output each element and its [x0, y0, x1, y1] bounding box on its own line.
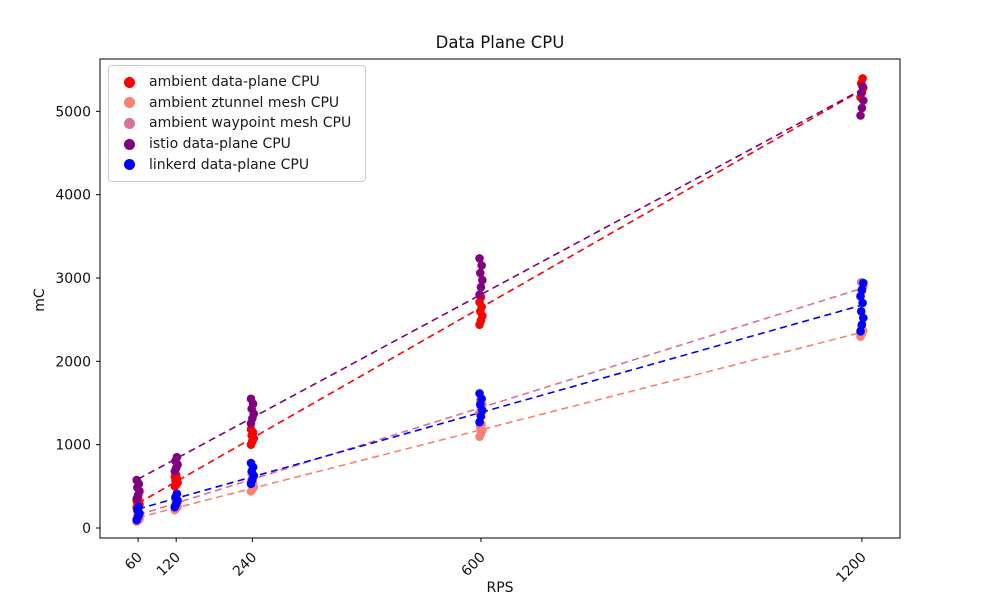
legend-item-5: linkerd data-plane CPU — [117, 154, 351, 175]
data-point — [856, 88, 866, 98]
y-tick-label: 3000 — [55, 271, 91, 287]
legend-marker-icon — [124, 76, 135, 88]
y-tick-label: 1000 — [55, 438, 91, 454]
x-tick-label: 600 — [459, 550, 489, 580]
data-point — [475, 290, 484, 299]
legend-label: ambient data-plane CPU — [149, 74, 320, 91]
data-point — [477, 261, 486, 270]
legend: ambient data-plane CPU ambient ztunnel me… — [108, 65, 367, 182]
data-point — [858, 74, 867, 83]
data-point — [475, 268, 485, 278]
legend-marker-icon — [124, 97, 135, 109]
legend-marker-icon — [124, 117, 135, 129]
data-point — [859, 313, 868, 323]
x-axis-label: RPS — [486, 580, 514, 596]
legend-item-3: ambient waypoint mesh CPU — [117, 113, 351, 134]
legend-item-4: istio data-plane CPU — [117, 134, 351, 155]
data-point — [246, 394, 256, 404]
trend-line-ambient-ztunnel-mesh-CPU — [137, 331, 863, 519]
x-tick-label: 240 — [230, 550, 260, 580]
legend-marker-icon — [124, 159, 135, 171]
trend-line-linkerd-data-plane-CPU — [137, 304, 863, 510]
series-points-istio-data-plane-CPU — [132, 82, 868, 504]
data-point — [858, 298, 867, 308]
x-tick-label: 120 — [154, 550, 184, 580]
y-axis: 0 1000 2000 3000 4000 5000 — [55, 104, 100, 537]
legend-item-1: ambient data-plane CPU — [117, 72, 351, 93]
data-point — [859, 278, 868, 288]
data-point — [858, 82, 867, 91]
data-point — [856, 111, 865, 120]
data-point — [134, 502, 144, 512]
series-points-ambient-waypoint-mesh-CPU — [132, 277, 868, 524]
trend-line-istio-data-plane-CPU — [137, 88, 863, 480]
data-point — [856, 292, 865, 301]
data-point — [246, 458, 256, 468]
data-point — [856, 327, 865, 336]
data-point — [172, 452, 182, 462]
y-axis-label: mC — [32, 288, 48, 312]
x-axis: 60 120 240 600 1200 — [122, 538, 870, 586]
legend-label: ambient ztunnel mesh CPU — [149, 94, 340, 111]
trend-line-ambient-waypoint-mesh-CPU — [137, 287, 863, 516]
data-point — [859, 96, 868, 105]
legend-item-2: ambient ztunnel mesh CPU — [117, 93, 351, 114]
data-point — [172, 489, 182, 499]
data-point — [475, 389, 484, 398]
data-point — [132, 475, 141, 485]
data-point — [476, 282, 486, 292]
y-tick-label: 5000 — [55, 104, 91, 120]
legend-marker-icon — [124, 138, 135, 150]
y-tick-label: 2000 — [55, 354, 91, 370]
x-tick-label: 60 — [122, 550, 146, 574]
y-tick-label: 0 — [82, 521, 91, 537]
y-tick-label: 4000 — [55, 188, 91, 204]
data-point — [857, 285, 867, 294]
data-point — [478, 275, 487, 285]
data-point — [475, 254, 484, 263]
series-points-linkerd-data-plane-CPU — [132, 278, 868, 525]
legend-label: istio data-plane CPU — [149, 136, 291, 153]
chart-title: Data Plane CPU — [435, 33, 565, 52]
legend-label: linkerd data-plane CPU — [149, 156, 310, 173]
legend-label: ambient waypoint mesh CPU — [149, 115, 352, 132]
data-point — [857, 320, 867, 329]
axes-box — [99, 58, 901, 539]
data-point — [856, 307, 866, 316]
trend-line-ambient-data-plane-CPU — [137, 89, 863, 505]
data-point — [857, 103, 867, 113]
